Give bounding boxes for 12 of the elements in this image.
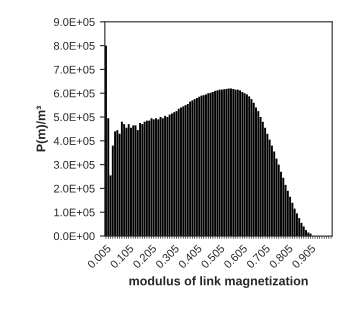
y-tick-label: 5.0E+05 [54,113,95,122]
y-tick-label: 9.0E+05 [54,18,95,26]
y-axis-title: P(m)/m³ [36,106,48,152]
y-tick-label: 4.0E+05 [54,137,95,145]
y-tick-label: 6.0E+05 [54,90,95,98]
x-axis-title: modulus of link magnetization [129,276,308,288]
y-tick-label: 2.0E+05 [54,184,95,193]
y-tick-label: 8.0E+05 [54,42,95,50]
y-tick-label: 0.0E+00 [54,232,95,240]
y-tick-label: 3.0E+05 [54,160,95,169]
y-tick-label: 1.0E+05 [54,208,95,216]
y-tick-label: 7.0E+05 [54,66,95,74]
